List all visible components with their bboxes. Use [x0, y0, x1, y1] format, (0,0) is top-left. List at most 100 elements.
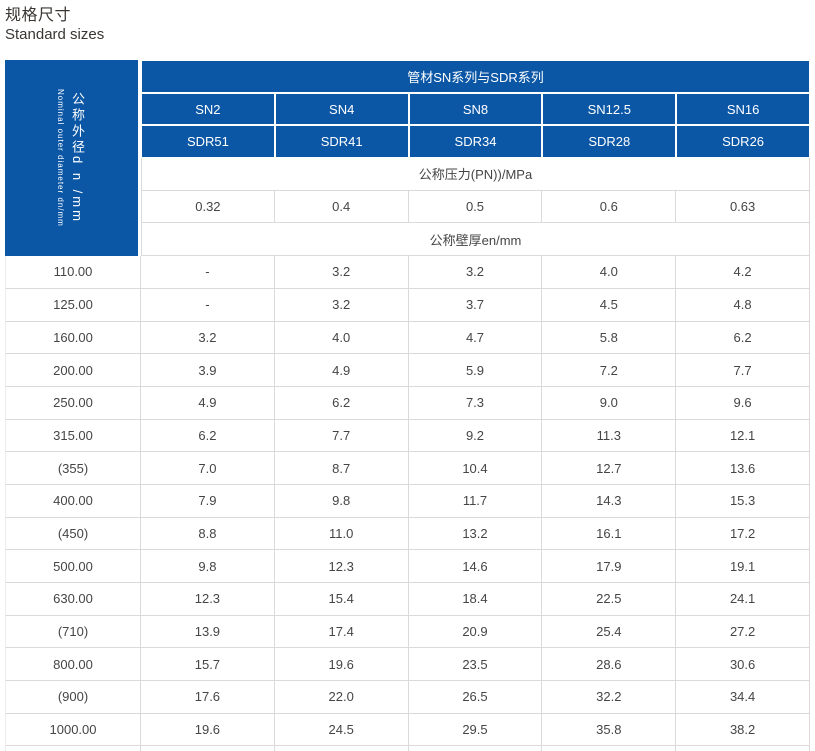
value-cell: 18.4	[408, 583, 543, 616]
value-cell: 17.6	[141, 681, 275, 714]
dn-cell: 125.00	[5, 288, 141, 322]
value-cell: 16.1	[542, 517, 677, 551]
value-cell: 26.5	[408, 681, 543, 714]
value-cell: 19.6	[274, 648, 409, 682]
value-cell	[676, 746, 810, 751]
dn-cell: 1000.00	[5, 713, 141, 747]
value-cell: 38.2	[676, 713, 810, 747]
value-cell: 30.6	[676, 648, 810, 682]
value-cell	[408, 746, 543, 751]
value-cell: 13.6	[676, 452, 810, 485]
value-cell	[274, 746, 409, 751]
column-header-sn8: SN8	[408, 92, 543, 126]
value-cell: 17.9	[542, 550, 677, 583]
value-cell: 7.2	[542, 354, 677, 387]
value-cell: 24.1	[676, 583, 810, 616]
value-cell: 11.3	[542, 419, 677, 453]
column-header-sdr51: SDR51	[141, 125, 275, 159]
dn-cell: 500.00	[5, 550, 141, 583]
page-title-en: Standard sizes	[5, 26, 105, 43]
value-cell: 6.2	[141, 419, 275, 453]
pressure-value: 0.4	[274, 190, 409, 224]
value-cell: 22.5	[542, 583, 677, 616]
vertical-text-wrap: Nominal outer diameter dn/mm 公称外径d n /mm	[5, 60, 138, 256]
value-cell: 28.6	[542, 648, 677, 682]
value-cell: 8.8	[141, 517, 275, 551]
value-cell: 19.1	[676, 550, 810, 583]
pressure-value: 0.6	[542, 190, 677, 224]
value-cell: -	[141, 256, 275, 289]
value-cell: 13.2	[408, 517, 543, 551]
value-cell: 32.2	[542, 681, 677, 714]
value-cell: 29.5	[408, 713, 543, 747]
value-cell: 4.5	[542, 288, 677, 322]
dn-cell: 200.00	[5, 354, 141, 387]
value-cell: 3.9	[141, 354, 275, 387]
dn-cell: 400.00	[5, 484, 141, 518]
value-cell: 3.2	[141, 321, 275, 355]
value-cell: 14.3	[542, 484, 677, 518]
value-cell: 7.3	[408, 386, 543, 420]
dn-cell: 630.00	[5, 583, 141, 616]
column-header-sn12-5: SN12.5	[542, 92, 677, 126]
value-cell: 14.6	[408, 550, 543, 583]
wall-thickness-row-label: 公称壁厚en/mm	[141, 223, 810, 257]
value-cell	[141, 746, 275, 751]
left-header-en: Nominal outer diameter dn/mm	[56, 89, 65, 227]
column-header-sn16: SN16	[676, 92, 810, 126]
value-cell: 3.2	[408, 256, 543, 289]
value-cell: 4.9	[141, 386, 275, 420]
value-cell: 12.3	[274, 550, 409, 583]
table-main-header: 管材SN系列与SDR系列	[141, 60, 810, 93]
dn-cell: 800.00	[5, 648, 141, 682]
dn-cell: (450)	[5, 517, 141, 551]
value-cell: 24.5	[274, 713, 409, 747]
value-cell: 12.7	[542, 452, 677, 485]
value-cell: 9.8	[141, 550, 275, 583]
value-cell: 3.2	[274, 288, 409, 322]
column-header-sn2: SN2	[141, 92, 275, 126]
value-cell: 22.0	[274, 681, 409, 714]
dn-cell: 160.00	[5, 321, 141, 355]
value-cell: 6.2	[274, 386, 409, 420]
column-header-sdr34: SDR34	[408, 125, 543, 159]
dn-cell: (355)	[5, 452, 141, 485]
value-cell: 4.9	[274, 354, 409, 387]
value-cell: 3.2	[274, 256, 409, 289]
page-title-zh: 规格尺寸	[5, 7, 72, 24]
value-cell: 4.0	[274, 321, 409, 355]
value-cell: 11.7	[408, 484, 543, 518]
value-cell: 8.7	[274, 452, 409, 485]
value-cell: 5.9	[408, 354, 543, 387]
value-cell: 9.8	[274, 484, 409, 518]
pressure-value: 0.32	[141, 190, 275, 224]
pressure-value: 0.5	[408, 190, 543, 224]
value-cell: 4.8	[676, 288, 810, 322]
value-cell: 17.2	[676, 517, 810, 551]
value-cell: 13.9	[141, 615, 275, 649]
value-cell: 15.3	[676, 484, 810, 518]
column-header-nominal-outer-diameter: Nominal outer diameter dn/mm 公称外径d n /mm	[5, 60, 141, 257]
value-cell: 9.0	[542, 386, 677, 420]
column-header-sdr28: SDR28	[542, 125, 677, 159]
value-cell: 7.7	[676, 354, 810, 387]
value-cell: 23.5	[408, 648, 543, 682]
value-cell: 15.7	[141, 648, 275, 682]
pressure-row-label: 公称压力(PN))/MPa	[141, 158, 810, 191]
dn-cell	[5, 746, 141, 751]
value-cell: 9.2	[408, 419, 543, 453]
value-cell	[542, 746, 677, 751]
value-cell: 15.4	[274, 583, 409, 616]
value-cell: 34.4	[676, 681, 810, 714]
page-header: 规格尺寸 Standard sizes	[5, 6, 104, 44]
dn-cell: 110.00	[5, 256, 141, 289]
value-cell: 7.9	[141, 484, 275, 518]
dn-cell: (900)	[5, 681, 141, 714]
value-cell: 7.7	[274, 419, 409, 453]
value-cell: 4.0	[542, 256, 677, 289]
column-header-sdr41: SDR41	[274, 125, 409, 159]
value-cell: 27.2	[676, 615, 810, 649]
value-cell: 12.3	[141, 583, 275, 616]
value-cell: 3.7	[408, 288, 543, 322]
value-cell: -	[141, 288, 275, 322]
